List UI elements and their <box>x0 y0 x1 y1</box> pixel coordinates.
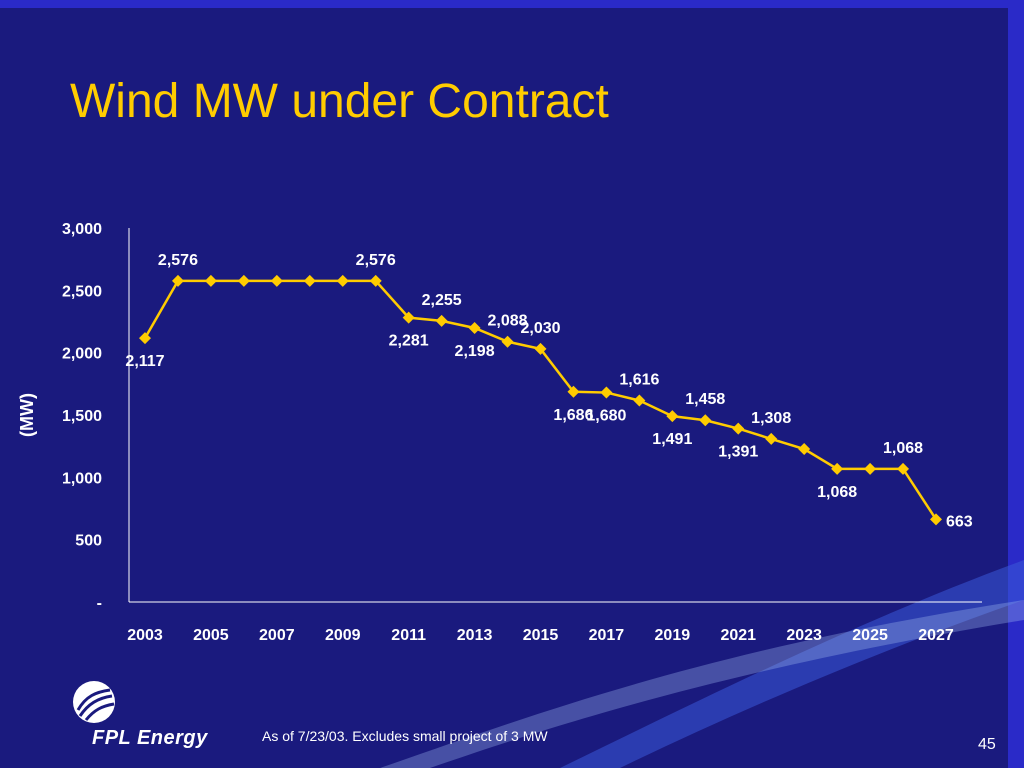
data-point <box>930 513 942 526</box>
x-tick-label: 2011 <box>391 627 426 644</box>
data-point <box>171 274 184 287</box>
data-point <box>534 342 547 355</box>
logo-text: FPL Energy <box>92 727 208 749</box>
data-point <box>501 335 514 348</box>
data-label: 2,255 <box>422 292 462 309</box>
data-label: 1,391 <box>718 444 758 461</box>
y-axis-label: (MW) <box>17 393 37 437</box>
data-label: 2,030 <box>520 320 560 337</box>
data-point <box>798 443 811 456</box>
data-label: 2,117 <box>125 353 164 370</box>
y-tick-label: - <box>97 595 102 612</box>
x-tick-label: 2017 <box>589 627 625 644</box>
data-point <box>336 274 349 287</box>
data-point <box>468 321 481 334</box>
x-tick-label: 2021 <box>720 627 756 644</box>
data-label: 663 <box>946 513 973 530</box>
page-number: 45 <box>978 736 996 753</box>
data-point <box>270 274 283 287</box>
data-label: 1,308 <box>751 410 791 427</box>
data-point <box>666 410 679 423</box>
data-label: 2,576 <box>158 252 198 269</box>
data-label: 1,068 <box>817 484 857 501</box>
data-point <box>567 385 580 398</box>
fpl-logo-mark-icon <box>73 681 115 723</box>
y-tick-label: 2,500 <box>62 283 102 300</box>
data-label: 1,680 <box>586 408 626 425</box>
data-label: 1,491 <box>652 431 692 448</box>
data-label: 2,281 <box>389 333 429 350</box>
y-tick-label: 2,000 <box>62 346 102 363</box>
data-point <box>139 332 151 345</box>
x-tick-label: 2023 <box>786 627 822 644</box>
data-point <box>435 314 448 327</box>
x-tick-label: 2025 <box>852 627 888 644</box>
data-label: 2,576 <box>356 252 396 269</box>
data-point <box>699 414 712 427</box>
data-point <box>831 462 844 475</box>
data-label: 1,068 <box>883 440 923 457</box>
data-point <box>765 432 778 445</box>
x-tick-label: 2003 <box>127 627 163 644</box>
data-point <box>864 462 877 475</box>
data-point <box>204 274 217 287</box>
y-tick-label: 1,000 <box>62 470 102 487</box>
x-tick-label: 2005 <box>193 627 229 644</box>
x-tick-label: 2027 <box>918 627 954 644</box>
data-point <box>369 274 382 287</box>
data-label: 1,458 <box>685 391 725 408</box>
top-band <box>0 0 1024 8</box>
data-label: 2,198 <box>455 343 495 360</box>
data-label: 1,686 <box>553 407 593 424</box>
fpl-energy-logo: FPL Energy <box>66 680 236 750</box>
decorative-swoosh <box>560 560 1024 768</box>
y-tick-label: 1,500 <box>62 408 102 425</box>
data-point <box>237 274 250 287</box>
data-point <box>633 394 646 407</box>
x-tick-label: 2019 <box>655 627 691 644</box>
data-point <box>897 462 910 475</box>
slide-title: Wind MW under Contract <box>70 75 609 128</box>
data-point <box>732 422 745 435</box>
x-tick-label: 2009 <box>325 627 361 644</box>
data-label: 2,088 <box>488 313 528 330</box>
x-tick-label: 2015 <box>523 627 559 644</box>
data-label: 1,616 <box>619 372 659 389</box>
x-tick-label: 2013 <box>457 627 493 644</box>
y-tick-label: 500 <box>75 533 102 550</box>
decorative-swoosh-light <box>380 600 1024 768</box>
footnote: As of 7/23/03. Excludes small project of… <box>262 728 548 744</box>
data-point <box>600 386 613 399</box>
data-point <box>402 311 415 324</box>
y-tick-label: 3,000 <box>62 221 102 238</box>
x-tick-label: 2007 <box>259 627 295 644</box>
data-point <box>303 274 316 287</box>
